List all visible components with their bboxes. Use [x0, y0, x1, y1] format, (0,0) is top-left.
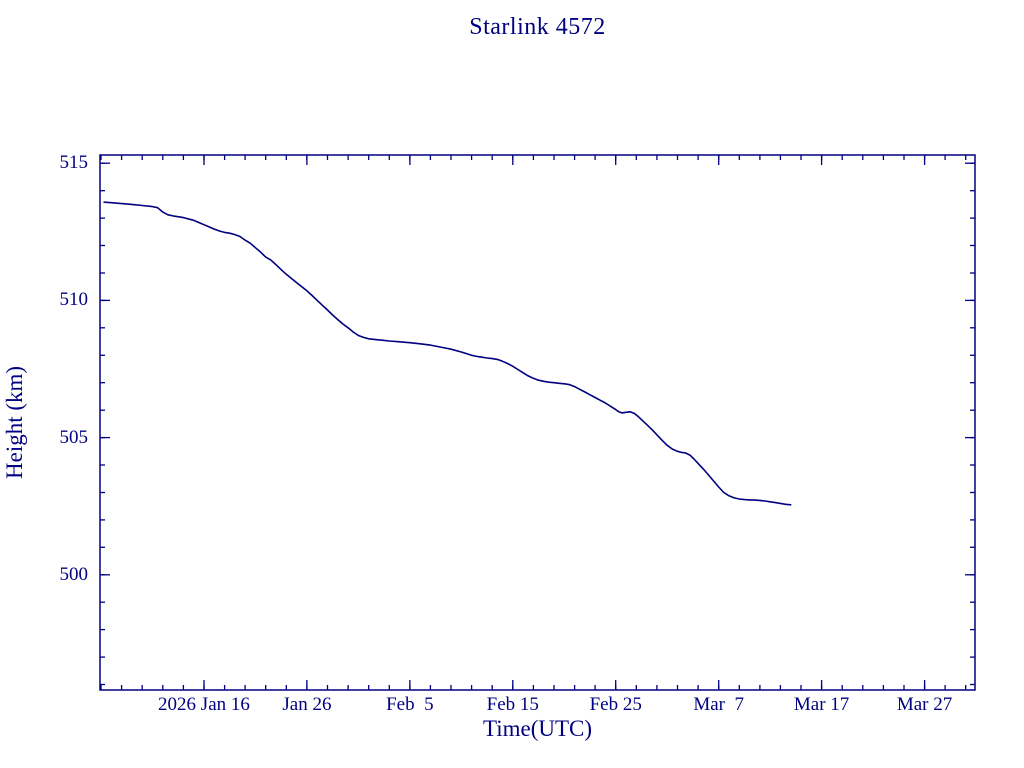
- plot-border: [99, 154, 976, 691]
- x-tick-label: Mar 17: [793, 694, 850, 715]
- y-tick-label: 500: [59, 563, 89, 585]
- chart-title: Starlink 4572: [469, 14, 606, 40]
- x-tick-label: Feb 25: [589, 694, 642, 715]
- y-tick-label: 505: [59, 426, 89, 448]
- y-tick-label: 515: [59, 152, 89, 174]
- x-axis-label: Time(UTC): [482, 716, 593, 741]
- x-tick-label: Feb 5: [386, 694, 434, 715]
- x-tick-label: Jan 26: [282, 694, 332, 715]
- x-tick-label: 2026 Jan 16: [158, 694, 250, 715]
- x-tick-label: Mar 7: [693, 694, 744, 715]
- height-line: [103, 201, 792, 506]
- x-tick-label: Mar 27: [896, 694, 953, 715]
- y-tick-label: 510: [59, 289, 89, 311]
- x-tick-label: Feb 15: [486, 694, 539, 715]
